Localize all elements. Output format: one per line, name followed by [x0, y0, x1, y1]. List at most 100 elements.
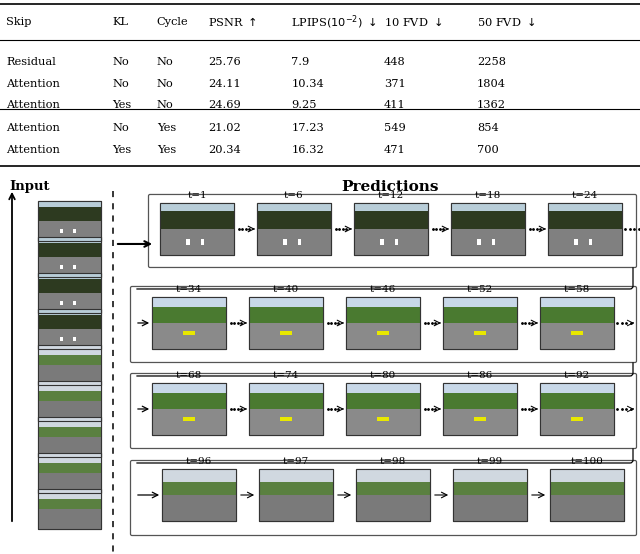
Bar [540, 297, 614, 312]
Bar [160, 211, 234, 229]
Bar [540, 383, 614, 435]
Bar [38, 473, 101, 493]
Text: t=18: t=18 [475, 191, 501, 200]
Bar [38, 453, 101, 493]
Bar [38, 489, 101, 529]
Text: Attention: Attention [6, 100, 60, 110]
Bar [451, 203, 525, 255]
Bar [60, 301, 63, 305]
Bar [548, 211, 622, 229]
Bar [38, 417, 101, 457]
Bar [346, 307, 420, 323]
Bar [571, 417, 583, 421]
Bar [346, 297, 420, 349]
Bar [346, 383, 420, 435]
Text: t=98: t=98 [380, 457, 406, 466]
Bar [354, 211, 428, 229]
Bar [453, 495, 527, 521]
Bar [38, 309, 101, 349]
Bar [550, 482, 624, 495]
Text: t=6: t=6 [284, 191, 304, 200]
Text: Yes: Yes [157, 145, 176, 155]
Bar [38, 237, 101, 248]
Bar [38, 417, 101, 457]
Bar [249, 297, 323, 349]
Bar [540, 383, 614, 435]
Bar [38, 315, 101, 329]
Bar [38, 365, 101, 385]
Text: 854: 854 [477, 124, 499, 134]
Bar [540, 297, 614, 349]
Bar [249, 409, 323, 435]
Bar [38, 381, 101, 421]
Bar [38, 381, 101, 421]
Text: t=80: t=80 [370, 371, 396, 380]
Bar [443, 383, 517, 435]
Text: Attention: Attention [6, 145, 60, 155]
Text: t=34: t=34 [176, 285, 202, 294]
Text: Yes: Yes [157, 124, 176, 134]
Bar [73, 229, 76, 233]
Bar [451, 203, 525, 218]
Bar [152, 297, 226, 312]
Bar [38, 257, 101, 277]
Bar [38, 345, 101, 385]
Bar [160, 203, 234, 255]
Text: t=24: t=24 [572, 191, 598, 200]
Bar [548, 203, 622, 255]
Bar [354, 229, 428, 255]
Text: 17.23: 17.23 [291, 124, 324, 134]
Bar [477, 239, 481, 244]
Bar [152, 383, 226, 398]
Bar [443, 383, 517, 435]
Bar [38, 427, 101, 437]
Bar [380, 239, 383, 244]
Bar [38, 309, 101, 349]
Text: No: No [112, 57, 129, 66]
Bar [38, 273, 101, 313]
Bar [443, 297, 517, 349]
Text: Yes: Yes [112, 100, 131, 110]
Text: 1362: 1362 [477, 100, 506, 110]
Bar [443, 297, 517, 312]
Text: 411: 411 [384, 100, 406, 110]
Text: Attention: Attention [6, 79, 60, 89]
Text: Residual: Residual [6, 57, 56, 66]
Bar [38, 453, 101, 467]
Bar [38, 463, 101, 473]
Bar [259, 495, 333, 521]
Bar [356, 469, 430, 521]
Bar [453, 469, 527, 487]
Bar [346, 297, 420, 349]
Text: Predictions: Predictions [341, 180, 439, 194]
Bar [540, 307, 614, 323]
Text: t=46: t=46 [370, 285, 396, 294]
Text: t=97: t=97 [283, 457, 309, 466]
Bar [160, 203, 234, 255]
Bar [259, 469, 333, 521]
Text: No: No [112, 124, 129, 134]
Bar [356, 495, 430, 521]
Bar [443, 297, 517, 349]
Bar [38, 391, 101, 401]
Bar [38, 345, 101, 385]
Bar [73, 301, 76, 305]
Text: t=86: t=86 [467, 371, 493, 380]
Text: 10.34: 10.34 [291, 79, 324, 89]
Bar [280, 417, 292, 421]
Bar [38, 437, 101, 457]
Bar [38, 207, 101, 221]
Bar [60, 265, 63, 269]
Bar [257, 229, 331, 255]
Text: 549: 549 [384, 124, 406, 134]
Bar [571, 331, 583, 335]
Bar [257, 203, 331, 218]
Text: 25.76: 25.76 [208, 57, 241, 66]
Text: t=99: t=99 [477, 457, 503, 466]
Bar [346, 393, 420, 409]
Bar [38, 243, 101, 257]
Bar [474, 331, 486, 335]
Bar [249, 383, 323, 398]
Bar [38, 237, 101, 277]
Bar [162, 482, 236, 495]
